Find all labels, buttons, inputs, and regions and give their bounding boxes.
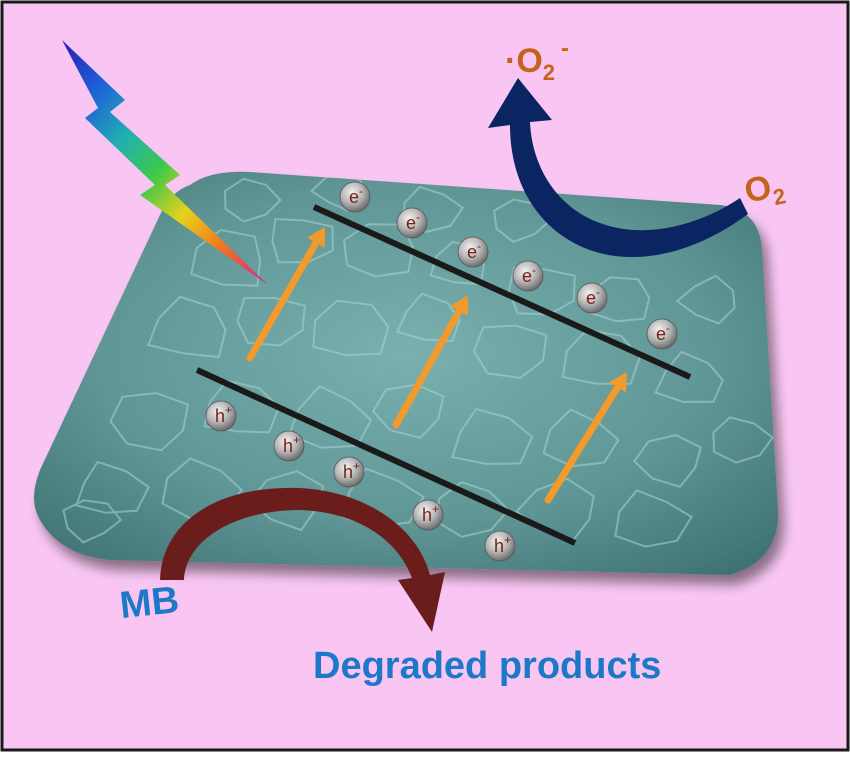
oxygen-label: O2: [741, 166, 788, 216]
pore-cell: [371, 383, 445, 439]
mb-label: MB: [118, 579, 181, 627]
pore-cell: [62, 499, 123, 544]
svg-text:e-: e-: [522, 263, 536, 286]
svg-text:e-: e-: [349, 184, 363, 207]
pore-cell: [395, 292, 461, 343]
pore-cell: [109, 391, 190, 452]
pore-cell: [287, 384, 373, 449]
svg-text:h+: h+: [283, 433, 300, 456]
hole-particle: h+: [205, 400, 237, 432]
svg-text:h+: h+: [343, 459, 360, 482]
electron-particle: e-: [396, 207, 428, 239]
pore-cell: [632, 433, 702, 488]
electron-group: e-e-e-e-e-e-: [339, 181, 678, 350]
oxygen-sub: 2: [771, 183, 788, 210]
excitation-arrow-icon: [544, 372, 627, 504]
svg-text:e-: e-: [406, 210, 420, 233]
pore-cell: [654, 350, 724, 403]
pore-cell: [312, 299, 390, 357]
pore-cell: [472, 324, 548, 379]
superoxide-sup: -: [561, 35, 569, 62]
pore-cell: [712, 416, 774, 464]
pore-cell: [223, 177, 282, 223]
svg-text:h+: h+: [422, 502, 439, 525]
excitation-arrow-icon: [392, 295, 469, 429]
hole-particle: h+: [484, 530, 516, 562]
catalyst-sheet: [34, 171, 779, 575]
pore-cell: [451, 407, 534, 465]
pore-cell: [589, 276, 651, 323]
hole-particle: h+: [412, 499, 444, 531]
electron-particle: e-: [339, 181, 371, 213]
svg-text:e-: e-: [586, 285, 600, 308]
pore-cell: [147, 295, 227, 359]
electron-particle: e-: [576, 282, 608, 314]
svg-text:e-: e-: [467, 239, 481, 262]
porous-texture: [62, 171, 774, 548]
pore-cell: [675, 274, 736, 325]
radical-dot: ·: [505, 42, 516, 80]
electron-particle: e-: [457, 236, 489, 268]
degraded-products-label: Degraded products: [313, 645, 661, 687]
superoxide-label: ·O2-: [505, 35, 569, 85]
excitation-arrows: [246, 227, 627, 504]
light-bolt-icon: [62, 40, 268, 285]
degradation-curved-arrow-icon: [160, 487, 445, 632]
pore-cell: [74, 460, 150, 514]
superoxide-curved-arrow-icon: [488, 78, 748, 258]
hole-group: h+ h+ h+ h+ h+: [205, 400, 516, 562]
electron-particle: e-: [646, 318, 678, 350]
hole-particle: h+: [273, 430, 305, 462]
conduction-band-line: [312, 204, 692, 380]
pore-cell: [190, 228, 262, 287]
electron-particle: e-: [512, 260, 544, 292]
svg-text:e-: e-: [656, 321, 670, 344]
pore-cell: [236, 297, 306, 347]
valence-band-line: [195, 367, 577, 546]
hole-particle: h+: [333, 456, 365, 488]
pore-cell: [614, 489, 693, 548]
superoxide-base: O: [516, 42, 542, 80]
svg-text:h+: h+: [494, 533, 511, 556]
excitation-arrow-icon: [246, 227, 325, 362]
pore-cell: [507, 266, 576, 316]
svg-text:h+: h+: [215, 403, 232, 426]
pore-cell: [343, 223, 415, 278]
superoxide-sub: 2: [543, 60, 555, 85]
